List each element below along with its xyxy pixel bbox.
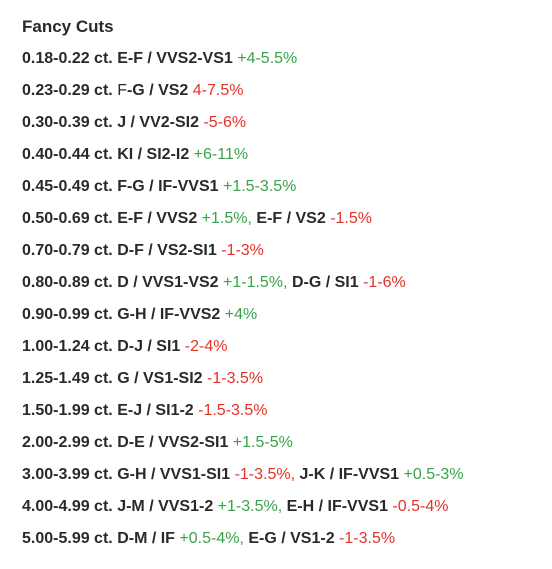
carat-range: 0.50-0.69 ct.	[22, 210, 113, 227]
grade-spec: G / VS1-SI2	[117, 370, 202, 387]
price-change-up: +0.5-3%	[403, 466, 464, 483]
grade-spec-text: KI / SI2-I2	[117, 146, 190, 163]
price-change-up: +1.5-3.5%	[222, 178, 297, 195]
grade-spec: J / VV2-SI2	[117, 114, 199, 131]
grade-spec-text: J-K / IF-VVS1	[299, 466, 400, 483]
grade-spec: E-H / IF-VVS1	[287, 498, 388, 515]
grade-spec: E-F / VS2	[256, 210, 325, 227]
grade-spec: D-E / VVS2-SI1	[117, 434, 228, 451]
price-change-up: +4-5.5%	[237, 50, 298, 67]
price-change-down: -1.5%	[330, 210, 372, 227]
carat-range: 0.80-0.89 ct.	[22, 274, 113, 291]
list-item: 3.00-3.99 ct. G-H / VVS1-SI1 -1-3.5%, J-…	[22, 464, 547, 496]
grade-spec: G-H / IF-VVS2	[117, 306, 220, 323]
carat-range: 5.00-5.99 ct.	[22, 530, 113, 547]
price-change-up: +1-3.5%,	[217, 498, 283, 515]
grade-spec: D / VVS1-VS2	[117, 274, 218, 291]
grade-spec-text: D-M / IF	[117, 530, 175, 547]
price-change-up: +6-11%	[193, 146, 249, 163]
grade-spec-text: G-H / VVS1-SI1	[117, 466, 231, 483]
price-change-down: -1-6%	[363, 274, 406, 291]
grade-spec-text: G-H / IF-VVS2	[117, 306, 221, 323]
list-item: 0.23-0.29 ct. F-G / VS2 4-7.5%	[22, 80, 547, 112]
carat-range: 0.18-0.22 ct.	[22, 50, 113, 67]
price-change-down: -1-3.5%	[339, 530, 396, 547]
grade-spec-text: D-G / SI1	[291, 274, 359, 291]
grade-spec: F-G / VS2	[117, 82, 188, 99]
grade-spec-text: D-F / VS2-SI1	[117, 242, 217, 259]
list-item: 0.30-0.39 ct. J / VV2-SI2 -5-6%	[22, 112, 547, 144]
price-change-up: +1.5-5%	[232, 434, 293, 451]
list-item: 0.70-0.79 ct. D-F / VS2-SI1 -1-3%	[22, 240, 547, 272]
fancy-cuts-list: 0.18-0.22 ct. E-F / VVS2-VS1 +4-5.5% 0.23…	[22, 48, 547, 560]
carat-range: 1.50-1.99 ct.	[22, 402, 113, 419]
price-change-up: +1-1.5%,	[223, 274, 288, 291]
grade-spec-text: F-G / IF-VVS1	[117, 178, 219, 195]
grade-spec: D-M / IF	[117, 530, 175, 547]
grade-spec-text: E-F / VS2	[256, 210, 326, 227]
list-item: 1.00-1.24 ct. D-J / SI1 -2-4%	[22, 336, 547, 368]
list-item: 2.00-2.99 ct. D-E / VVS2-SI1 +1.5-5%	[22, 432, 547, 464]
price-change-down: -2-4%	[184, 338, 228, 355]
grade-spec: F-G / IF-VVS1	[117, 178, 218, 195]
price-change-down: -1-3.5%	[207, 370, 264, 387]
price-change-down: -0.5-4%	[392, 498, 449, 515]
carat-range: 3.00-3.99 ct.	[22, 466, 113, 483]
grade-spec-text: E-G / VS1-2	[248, 530, 335, 547]
list-item: 1.50-1.99 ct. E-J / SI1-2 -1.5-3.5%	[22, 400, 547, 432]
carat-range: 0.45-0.49 ct.	[22, 178, 113, 195]
grade-spec: E-J / SI1-2	[117, 402, 193, 419]
list-item: 0.50-0.69 ct. E-F / VVS2 +1.5%, E-F / VS…	[22, 208, 547, 240]
grade-spec-text: G / VS1-SI2	[117, 370, 203, 387]
grade-spec: KI / SI2-I2	[117, 146, 189, 163]
grade-spec: D-F / VS2-SI1	[117, 242, 217, 259]
grade-spec-text: J / VV2-SI2	[117, 114, 200, 131]
list-item: 5.00-5.99 ct. D-M / IF +0.5-4%, E-G / VS…	[22, 528, 547, 560]
grade-spec-text: E-H / IF-VVS1	[286, 498, 388, 515]
carat-range: 0.70-0.79 ct.	[22, 242, 113, 259]
list-item: 0.80-0.89 ct. D / VVS1-VS2 +1-1.5%, D-G …	[22, 272, 547, 304]
grade-spec-text: D-E / VVS2-SI1	[117, 434, 229, 451]
grade-spec: J-K / IF-VVS1	[299, 466, 399, 483]
grade-spec-text: J-M / VVS1-2	[117, 498, 214, 515]
list-item: 0.90-0.99 ct. G-H / IF-VVS2 +4%	[22, 304, 547, 336]
price-change-down: -1-3%	[221, 242, 264, 259]
page-title: Fancy Cuts	[22, 17, 114, 36]
price-change-down: -1-3.5%,	[234, 466, 296, 483]
grade-spec: D-J / SI1	[117, 338, 180, 355]
list-item: 0.40-0.44 ct. KI / SI2-I2 +6-11%	[22, 144, 547, 176]
carat-range: 2.00-2.99 ct.	[22, 434, 113, 451]
list-item: 0.45-0.49 ct. F-G / IF-VVS1 +1.5-3.5%	[22, 176, 547, 208]
grade-spec-text: D / VVS1-VS2	[117, 274, 219, 291]
list-item: 0.18-0.22 ct. E-F / VVS2-VS1 +4-5.5%	[22, 48, 547, 80]
carat-range: 0.40-0.44 ct.	[22, 146, 113, 163]
grade-spec: E-F / VVS2-VS1	[117, 50, 233, 67]
carat-range: 1.25-1.49 ct.	[22, 370, 113, 387]
grade-spec: G-H / VVS1-SI1	[117, 466, 230, 483]
grade-spec-prefix: F	[117, 82, 127, 99]
price-change-up: +4%	[224, 306, 258, 323]
grade-spec: E-F / VVS2	[117, 210, 197, 227]
list-item: 4.00-4.99 ct. J-M / VVS1-2 +1-3.5%, E-H …	[22, 496, 547, 528]
grade-spec-text: E-F / VVS2	[117, 210, 198, 227]
carat-range: 4.00-4.99 ct.	[22, 498, 113, 515]
grade-spec-text: E-F / VVS2-VS1	[117, 50, 233, 67]
price-change-up: +1.5%,	[201, 210, 252, 227]
carat-range: 0.23-0.29 ct.	[22, 82, 113, 99]
price-change-down: 4-7.5%	[192, 82, 244, 99]
price-change-up: +0.5-4%,	[179, 530, 244, 547]
grade-spec-text: D-J / SI1	[117, 338, 181, 355]
grade-spec: D-G / SI1	[292, 274, 359, 291]
price-change-down: -5-6%	[203, 114, 247, 131]
grade-spec: E-G / VS1-2	[248, 530, 334, 547]
grade-spec-text: E-J / SI1-2	[117, 402, 194, 419]
list-item: 1.25-1.49 ct. G / VS1-SI2 -1-3.5%	[22, 368, 547, 400]
carat-range: 0.30-0.39 ct.	[22, 114, 113, 131]
grade-spec: J-M / VVS1-2	[117, 498, 213, 515]
grade-spec-text: -G / VS2	[126, 82, 189, 99]
carat-range: 1.00-1.24 ct.	[22, 338, 113, 355]
carat-range: 0.90-0.99 ct.	[22, 306, 113, 323]
price-change-down: -1.5-3.5%	[198, 402, 268, 419]
